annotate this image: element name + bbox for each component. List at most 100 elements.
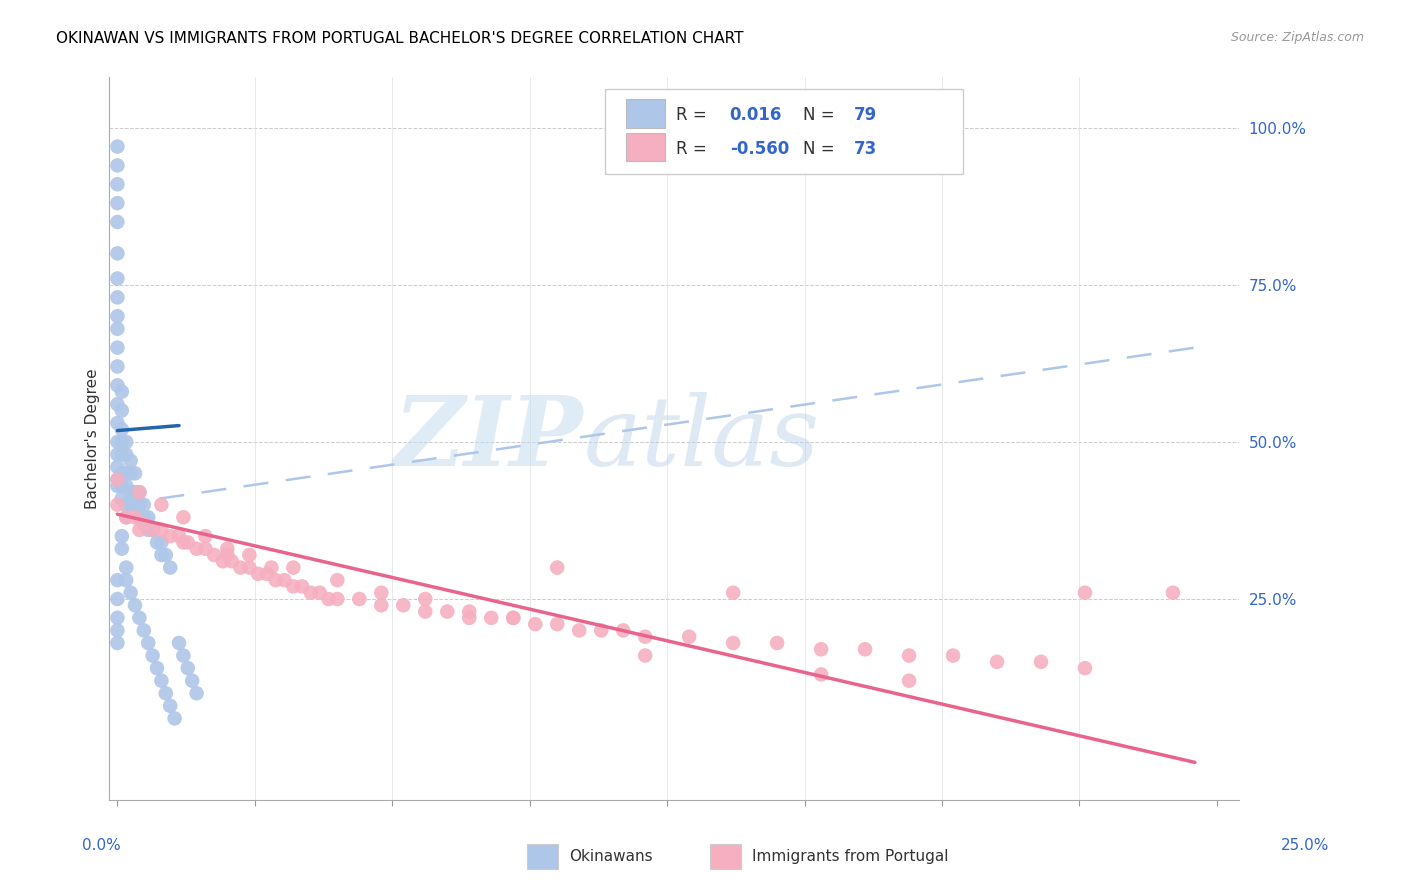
Point — [132, 498, 155, 512]
Point — [124, 599, 146, 613]
Point — [115, 510, 138, 524]
Point — [634, 648, 657, 663]
Point — [136, 636, 159, 650]
Point — [194, 541, 217, 556]
Point — [247, 566, 270, 581]
Point — [142, 523, 165, 537]
Point — [502, 611, 524, 625]
Point — [132, 516, 155, 531]
Point — [120, 585, 142, 599]
Point — [107, 473, 129, 487]
Point — [238, 560, 260, 574]
Point — [283, 579, 305, 593]
Point — [115, 560, 138, 574]
Point — [107, 416, 129, 430]
Point — [172, 510, 194, 524]
Point — [150, 673, 173, 688]
Text: Okinawans: Okinawans — [569, 849, 652, 863]
Point — [107, 479, 129, 493]
Point — [413, 605, 436, 619]
Point — [111, 422, 134, 436]
Point — [124, 510, 146, 524]
Point — [111, 403, 134, 417]
Point — [107, 178, 129, 192]
Point — [107, 322, 129, 336]
Point — [150, 548, 173, 562]
Point — [107, 359, 129, 374]
Point — [115, 479, 138, 493]
Point — [115, 510, 138, 524]
Point — [1029, 655, 1052, 669]
Point — [326, 573, 349, 587]
Point — [273, 573, 295, 587]
Point — [136, 523, 159, 537]
Point — [370, 599, 392, 613]
Point — [1161, 585, 1184, 599]
Point — [111, 479, 134, 493]
Point — [107, 196, 129, 211]
Point — [1074, 661, 1097, 675]
Point — [986, 655, 1008, 669]
Point — [107, 310, 129, 324]
Point — [111, 434, 134, 449]
Point — [326, 592, 349, 607]
Point — [132, 510, 155, 524]
Point — [107, 397, 129, 411]
Point — [107, 592, 129, 607]
Point — [115, 434, 138, 449]
Point — [120, 485, 142, 500]
Text: ZIP: ZIP — [394, 392, 583, 486]
Text: OKINAWAN VS IMMIGRANTS FROM PORTUGAL BACHELOR'S DEGREE CORRELATION CHART: OKINAWAN VS IMMIGRANTS FROM PORTUGAL BAC… — [56, 31, 744, 46]
Point — [942, 648, 965, 663]
Point — [115, 467, 138, 481]
Point — [217, 541, 239, 556]
Point — [392, 599, 415, 613]
Point — [167, 636, 190, 650]
Point — [111, 541, 134, 556]
Point — [458, 605, 481, 619]
Text: N =: N = — [803, 106, 839, 124]
Point — [111, 529, 134, 543]
Point — [146, 535, 169, 549]
Point — [107, 498, 129, 512]
Point — [502, 611, 524, 625]
Point — [283, 560, 305, 574]
Point — [107, 139, 129, 153]
Point — [202, 548, 225, 562]
Point — [177, 535, 200, 549]
Point — [159, 698, 181, 713]
Point — [128, 485, 150, 500]
Point — [810, 667, 832, 681]
Point — [264, 573, 287, 587]
Point — [111, 467, 134, 481]
Text: atlas: atlas — [583, 392, 820, 486]
Point — [150, 498, 173, 512]
Point — [186, 686, 208, 700]
Point — [120, 454, 142, 468]
Point — [107, 246, 129, 260]
Text: 79: 79 — [853, 106, 877, 124]
Point — [146, 661, 169, 675]
Point — [159, 529, 181, 543]
Point — [107, 460, 129, 475]
Point — [194, 529, 217, 543]
Point — [124, 498, 146, 512]
Point — [458, 611, 481, 625]
Point — [238, 548, 260, 562]
Text: R =: R = — [676, 140, 713, 158]
Point — [159, 560, 181, 574]
Point — [107, 158, 129, 172]
Point — [115, 498, 138, 512]
Point — [128, 523, 150, 537]
Text: R =: R = — [676, 106, 713, 124]
Point — [107, 473, 129, 487]
Point — [186, 541, 208, 556]
Point — [568, 624, 591, 638]
Point — [634, 630, 657, 644]
Point — [155, 548, 177, 562]
Point — [479, 611, 502, 625]
Point — [167, 529, 190, 543]
Point — [124, 467, 146, 481]
Point — [107, 434, 129, 449]
Point — [721, 636, 744, 650]
